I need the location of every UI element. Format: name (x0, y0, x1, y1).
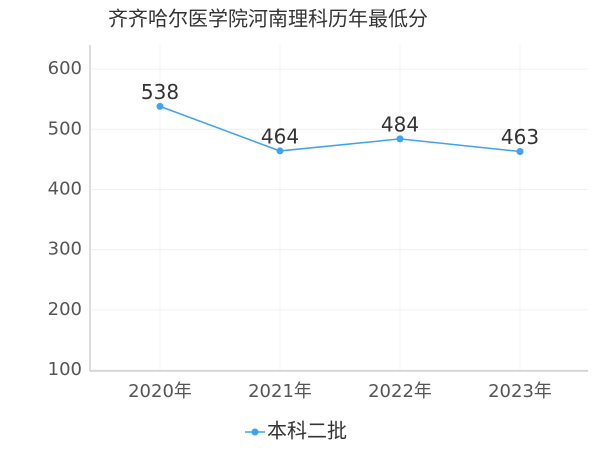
x-tick-label: 2020年 (128, 381, 192, 402)
point (156, 102, 164, 110)
y-tick-label: 600 (48, 58, 82, 79)
y-tick-label: 200 (48, 299, 82, 320)
x-tick-label: 2022年 (368, 381, 432, 402)
legend-marker (251, 428, 259, 436)
y-tick-label: 500 (48, 118, 82, 139)
x-tick-label: 2023年 (488, 381, 552, 402)
data-label: 538 (141, 80, 179, 104)
data-label: 484 (381, 112, 419, 136)
chart-title: 齐齐哈尔医学院河南理科历年最低分 (108, 7, 428, 31)
y-tick-label: 400 (48, 178, 82, 199)
line (159, 105, 521, 153)
data-label: 463 (501, 125, 539, 149)
point (516, 148, 524, 156)
x-tick-label: 2021年 (248, 381, 312, 402)
point (396, 135, 404, 143)
y-tick-label: 300 (48, 239, 82, 260)
point (276, 147, 284, 155)
y-tick-label: 100 (48, 359, 82, 380)
legend-label: 本科二批 (267, 419, 347, 443)
data-label: 464 (261, 124, 299, 148)
